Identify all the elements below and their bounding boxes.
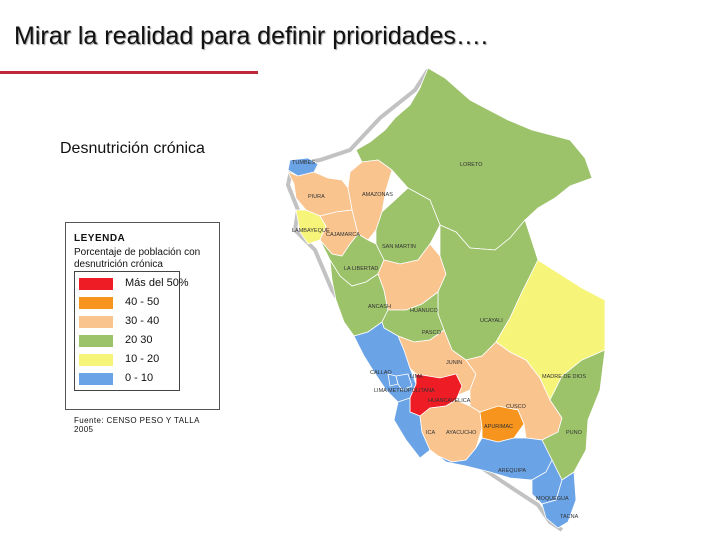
region-label-apurimac: APURIMAC — [484, 424, 513, 430]
region-label-tumbes: TUMBES — [292, 160, 315, 166]
legend-swatch — [79, 335, 113, 347]
region-arequipa — [429, 437, 553, 481]
peru-map: TUMBES LORETO AMAZONAS PIURA LAMBAYEQUE … — [285, 67, 606, 532]
region-label-lima-metropolitana: LIMA METROPOLITANA — [374, 388, 435, 394]
legend-swatch — [79, 278, 113, 290]
map-source: Fuente: CENSO PESO Y TALLA 2005 — [74, 416, 200, 434]
region-label-piura: PIURA — [308, 194, 325, 200]
region-label-cusco: CUSCO — [506, 404, 527, 410]
region-lima-metropolitana — [395, 373, 413, 391]
legend-key: Más del 50% 40 - 50 30 - 40 20 30 10 - 2… — [74, 271, 189, 391]
coast-shadow — [285, 68, 564, 532]
legend-label: 0 - 10 — [125, 372, 154, 384]
region-label-la-libertad: LA LIBERTAD — [344, 266, 378, 272]
map-subtitle: Desnutrición crónica — [60, 140, 205, 157]
legend-description: Porcentaje de población con desnutrición… — [74, 247, 201, 270]
region-label-arequipa: AREQUIPA — [498, 468, 526, 474]
legend-swatch — [79, 373, 113, 385]
legend-swatch — [79, 354, 113, 366]
region-label-amazonas: AMAZONAS — [362, 192, 393, 198]
legend-label: Más del 50% — [125, 277, 189, 289]
region-tacna — [541, 471, 577, 529]
legend-label: 10 - 20 — [125, 353, 160, 365]
page-title: Mirar la realidad para definir prioridad… — [14, 22, 488, 50]
region-label-pasco: PASCO — [422, 330, 442, 336]
region-label-moquegua: MOQUEGUA — [536, 496, 569, 502]
region-label-lambayeque: LAMBAYEQUE — [292, 228, 330, 234]
region-label-lima: LIMA — [410, 374, 423, 380]
title-underline — [0, 71, 258, 74]
region-label-puno: PUNO — [566, 430, 583, 436]
map-legend: LEYENDA Porcentaje de población con desn… — [65, 222, 220, 410]
legend-label: 30 - 40 — [125, 315, 160, 327]
region-label-ayacucho: AYACUCHO — [446, 430, 477, 436]
region-label-loreto: LORETO — [460, 162, 483, 168]
legend-label: 20 30 — [125, 334, 153, 346]
region-label-san-martin: SAN MARTIN — [382, 244, 416, 250]
region-label-ucayali: UCAYALI — [480, 318, 503, 324]
region-label-ica: ICA — [426, 430, 436, 436]
region-label-huancavelica: HUANCAVELICA — [428, 398, 471, 404]
region-label-tacna: TACNA — [560, 514, 579, 520]
legend-swatch — [79, 316, 113, 328]
region-puno — [541, 349, 606, 481]
legend-swatch — [79, 297, 113, 309]
region-label-madre-de-dios: MADRE DE DIOS — [542, 374, 586, 380]
region-labels: TUMBES LORETO AMAZONAS PIURA LAMBAYEQUE … — [292, 160, 586, 520]
legend-label: 40 - 50 — [125, 296, 160, 308]
region-label-junin: JUNIN — [446, 360, 462, 366]
region-label-ancash: ANCASH — [368, 304, 391, 310]
legend-title: LEYENDA — [74, 233, 126, 244]
region-label-huanuco: HUANUCO — [410, 308, 439, 314]
region-amazonas — [347, 159, 393, 241]
region-layer — [287, 67, 606, 529]
region-label-callao: CALLAO — [370, 370, 392, 376]
region-label-cajamarca: CAJAMARCA — [326, 232, 360, 238]
